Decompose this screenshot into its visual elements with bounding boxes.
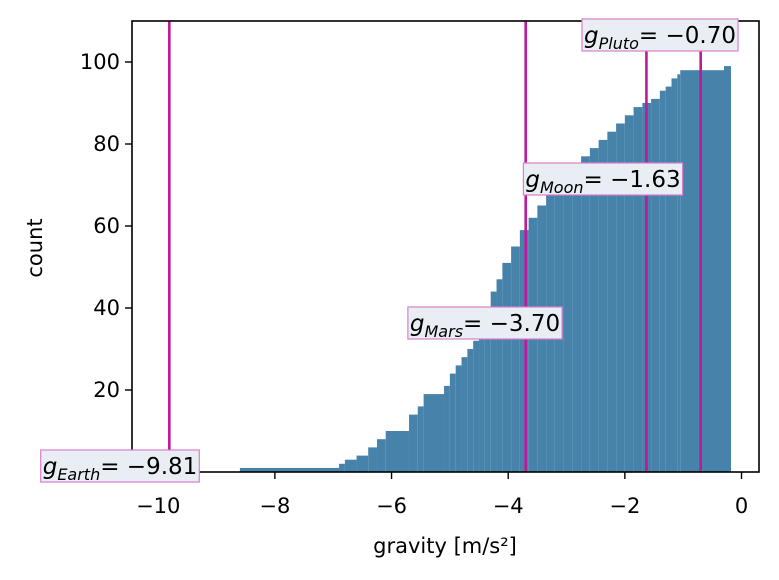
x-tick-label: 0 [735, 494, 748, 518]
annotation-label-pluto: gPluto= −0.70 [581, 18, 739, 53]
x-tick-label: −10 [136, 494, 180, 518]
x-axis-ticks: −10 −8 −6 −4 −2 0 [136, 472, 748, 518]
histogram-bar [651, 98, 660, 473]
gravity-marker-lines [168, 21, 702, 472]
histogram-bar [572, 164, 582, 472]
histogram-bar [496, 279, 503, 472]
histogram-bar [677, 74, 681, 473]
histogram-bar [484, 308, 491, 472]
x-tick-label: −2 [609, 494, 640, 518]
annotation-text: gEarth= −9.81 [43, 454, 198, 484]
histogram-bar [385, 431, 410, 472]
gravity-annotation-labels: gEarth= −9.81 gMars= −3.70 gMoon= −1.63 gPl… [40, 18, 739, 484]
y-tick-label: 100 [80, 50, 120, 74]
histogram-bar [479, 324, 485, 472]
x-axis-label: gravity [m/s²] [373, 534, 517, 558]
histogram-bar [467, 349, 474, 472]
histogram-bar [490, 291, 497, 472]
histogram-bar [239, 467, 340, 472]
histogram-bar [368, 447, 377, 472]
histogram-bar [680, 70, 725, 472]
histogram-bar [449, 373, 456, 472]
histogram-bar [417, 406, 424, 472]
histogram-bar [528, 217, 538, 472]
annotation-label-mars: gMars= −3.70 [407, 306, 563, 341]
plot-frame [131, 20, 760, 473]
annotation-box [581, 18, 739, 52]
histogram-bar [598, 139, 608, 472]
histogram-bar [589, 148, 599, 472]
annotation-box [407, 306, 563, 340]
histogram-bar [356, 455, 369, 472]
annotation-label-earth: gEarth= −9.81 [40, 449, 200, 484]
annotation-text: gPluto= −0.70 [584, 23, 736, 53]
histogram-bar [444, 385, 450, 472]
histogram-bars [239, 66, 732, 473]
y-tick-label: 80 [93, 132, 120, 156]
histogram-bar [671, 78, 678, 473]
histogram-bar [624, 115, 634, 473]
histogram-bar [519, 230, 529, 472]
histogram-bar [665, 86, 672, 472]
histogram-bar [502, 262, 512, 472]
y-tick-label: 40 [93, 296, 120, 320]
x-tick-label: −6 [376, 494, 407, 518]
y-axis-label: count [23, 218, 47, 277]
histogram-bar [659, 90, 666, 472]
histogram-bar [376, 439, 386, 472]
histogram-bar [339, 463, 345, 472]
x-tick-label: −8 [259, 494, 290, 518]
x-tick-label: −4 [493, 494, 524, 518]
histogram-bar [607, 131, 617, 472]
histogram-bar [473, 340, 480, 472]
histogram-bar [344, 459, 357, 472]
histogram-bar [724, 66, 732, 472]
histogram-bar [461, 357, 468, 472]
annotation-box [522, 162, 684, 196]
annotation-label-moon: gMoon= −1.63 [522, 162, 684, 197]
y-tick-label: 60 [93, 214, 120, 238]
histogram-bar [616, 123, 625, 472]
histogram-bar [563, 176, 573, 473]
annotation-text: gMars= −3.70 [410, 311, 560, 341]
histogram-bar [511, 246, 520, 472]
y-tick-label: 20 [93, 378, 120, 402]
histogram-bar [409, 414, 418, 472]
annotation-box [40, 449, 200, 483]
annotation-text: gMoon= −1.63 [525, 167, 680, 197]
histogram-bar [581, 156, 590, 473]
histogram-bar [633, 107, 643, 472]
histogram-bar [423, 394, 445, 472]
histogram-bar [455, 365, 462, 472]
